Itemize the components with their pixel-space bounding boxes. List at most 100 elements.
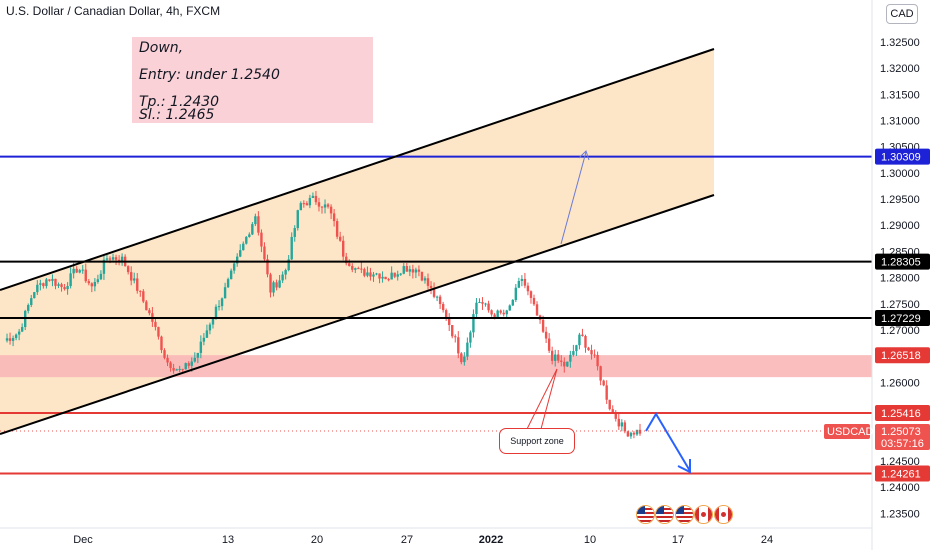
currency-badge[interactable]: CAD (886, 4, 918, 24)
y-tick-label-5: 1.26000 (880, 377, 920, 389)
candle-body (157, 327, 160, 337)
candle-body (17, 331, 21, 335)
candle-body (30, 298, 33, 306)
price-tag-bg-4 (875, 404, 930, 421)
candle-body (354, 268, 357, 270)
y-tick-label-7: 1.27000 (880, 325, 920, 337)
candle-body (223, 287, 227, 299)
candle-body (632, 432, 636, 435)
candle-body (320, 206, 324, 208)
candle-body (148, 310, 151, 314)
candle-body (72, 268, 75, 274)
candle-body (142, 291, 145, 302)
candle-body (566, 361, 569, 367)
economic-events[interactable] (636, 505, 733, 524)
candle-body (63, 287, 66, 290)
candle-body (187, 363, 190, 366)
price-tag-label-4: 1.25416 (881, 408, 921, 420)
candle-body (14, 334, 18, 339)
candle-body (8, 338, 12, 341)
candle-body (584, 336, 587, 348)
candle-body (523, 278, 527, 286)
candle-body (257, 216, 260, 233)
y-tick-label-17: 1.32000 (880, 63, 920, 75)
candle-body (45, 279, 48, 287)
price-tag-bg-5 (875, 465, 930, 482)
candle-body (547, 338, 551, 351)
canada-flag-icon[interactable] (713, 505, 733, 524)
channel-fill (0, 49, 714, 434)
us-flag-icon[interactable] (636, 505, 655, 524)
candle-body (130, 272, 133, 281)
projected-down-path[interactable] (645, 412, 691, 472)
candle-body (293, 228, 296, 237)
candle-body (596, 354, 599, 367)
price-tag-label-0: 1.30309 (881, 152, 921, 164)
candle-body (102, 259, 106, 274)
last-price-box (875, 424, 930, 450)
price-tag-label-2: 1.27229 (881, 313, 921, 325)
canada-flag-icon[interactable] (694, 505, 714, 524)
candle-body (248, 234, 251, 237)
projection-arrow-up-head (578, 150, 590, 161)
candle-body (357, 268, 360, 270)
candle-body (175, 369, 178, 371)
y-tick-label-15: 1.31000 (880, 115, 920, 127)
candle-body (499, 310, 502, 313)
candle-body (308, 197, 312, 206)
candle-body (314, 195, 318, 203)
channel-lower-line[interactable] (0, 194, 715, 435)
candle-body (511, 300, 514, 306)
candle-body (423, 278, 427, 281)
trade-note-box[interactable] (132, 37, 373, 123)
candle-body (605, 385, 608, 400)
candle-body (381, 276, 384, 279)
candle-body (405, 266, 408, 272)
candle-body (338, 236, 342, 241)
candle-body (51, 278, 54, 281)
candle-body (69, 273, 72, 287)
candle-body (199, 341, 203, 353)
candle-body (287, 259, 290, 271)
projected-down-arrowhead (677, 459, 691, 474)
candle-body (426, 278, 430, 286)
candle-body (578, 334, 581, 346)
candle-body (554, 354, 557, 361)
candle-body (529, 291, 533, 298)
channel-upper-line[interactable] (0, 48, 715, 291)
us-flag-icon[interactable] (674, 505, 694, 524)
candle-body (617, 418, 620, 427)
projection-arrow-up[interactable] (560, 151, 587, 245)
support-zone-label[interactable]: Support zone (499, 428, 575, 454)
support-zone (0, 355, 872, 378)
candle-body (296, 210, 299, 229)
candle-body (342, 240, 345, 257)
x-axis-ticks: Dec 13 20 27 2022 10 17 24 (73, 534, 773, 546)
candle-body (378, 273, 381, 279)
candle-body (372, 274, 375, 277)
candle-body (532, 297, 536, 305)
y-tick-label-11: 1.29000 (880, 220, 920, 232)
candle-body (460, 353, 463, 363)
candle-body (517, 280, 521, 288)
candle-body (544, 331, 548, 339)
candle-body (114, 257, 118, 260)
candle-body (163, 350, 166, 358)
candle-body (160, 336, 163, 351)
horizontal-lines (0, 155, 872, 475)
candle-body (172, 368, 175, 371)
candle-body (290, 236, 293, 260)
support-pointer-2 (540, 368, 558, 430)
us-flag-icon[interactable] (655, 505, 675, 524)
candle-body (105, 258, 109, 260)
note-take-profit: Tp.: 1.2430 (139, 94, 220, 110)
candle-body (11, 338, 15, 341)
y-tick-label-12: 1.29500 (880, 194, 920, 206)
candle-body (626, 431, 630, 437)
candle-body (411, 269, 415, 273)
candle-body (438, 296, 442, 305)
candle-body (590, 350, 593, 355)
candle-body (317, 202, 321, 207)
price-axis[interactable] (872, 0, 932, 550)
